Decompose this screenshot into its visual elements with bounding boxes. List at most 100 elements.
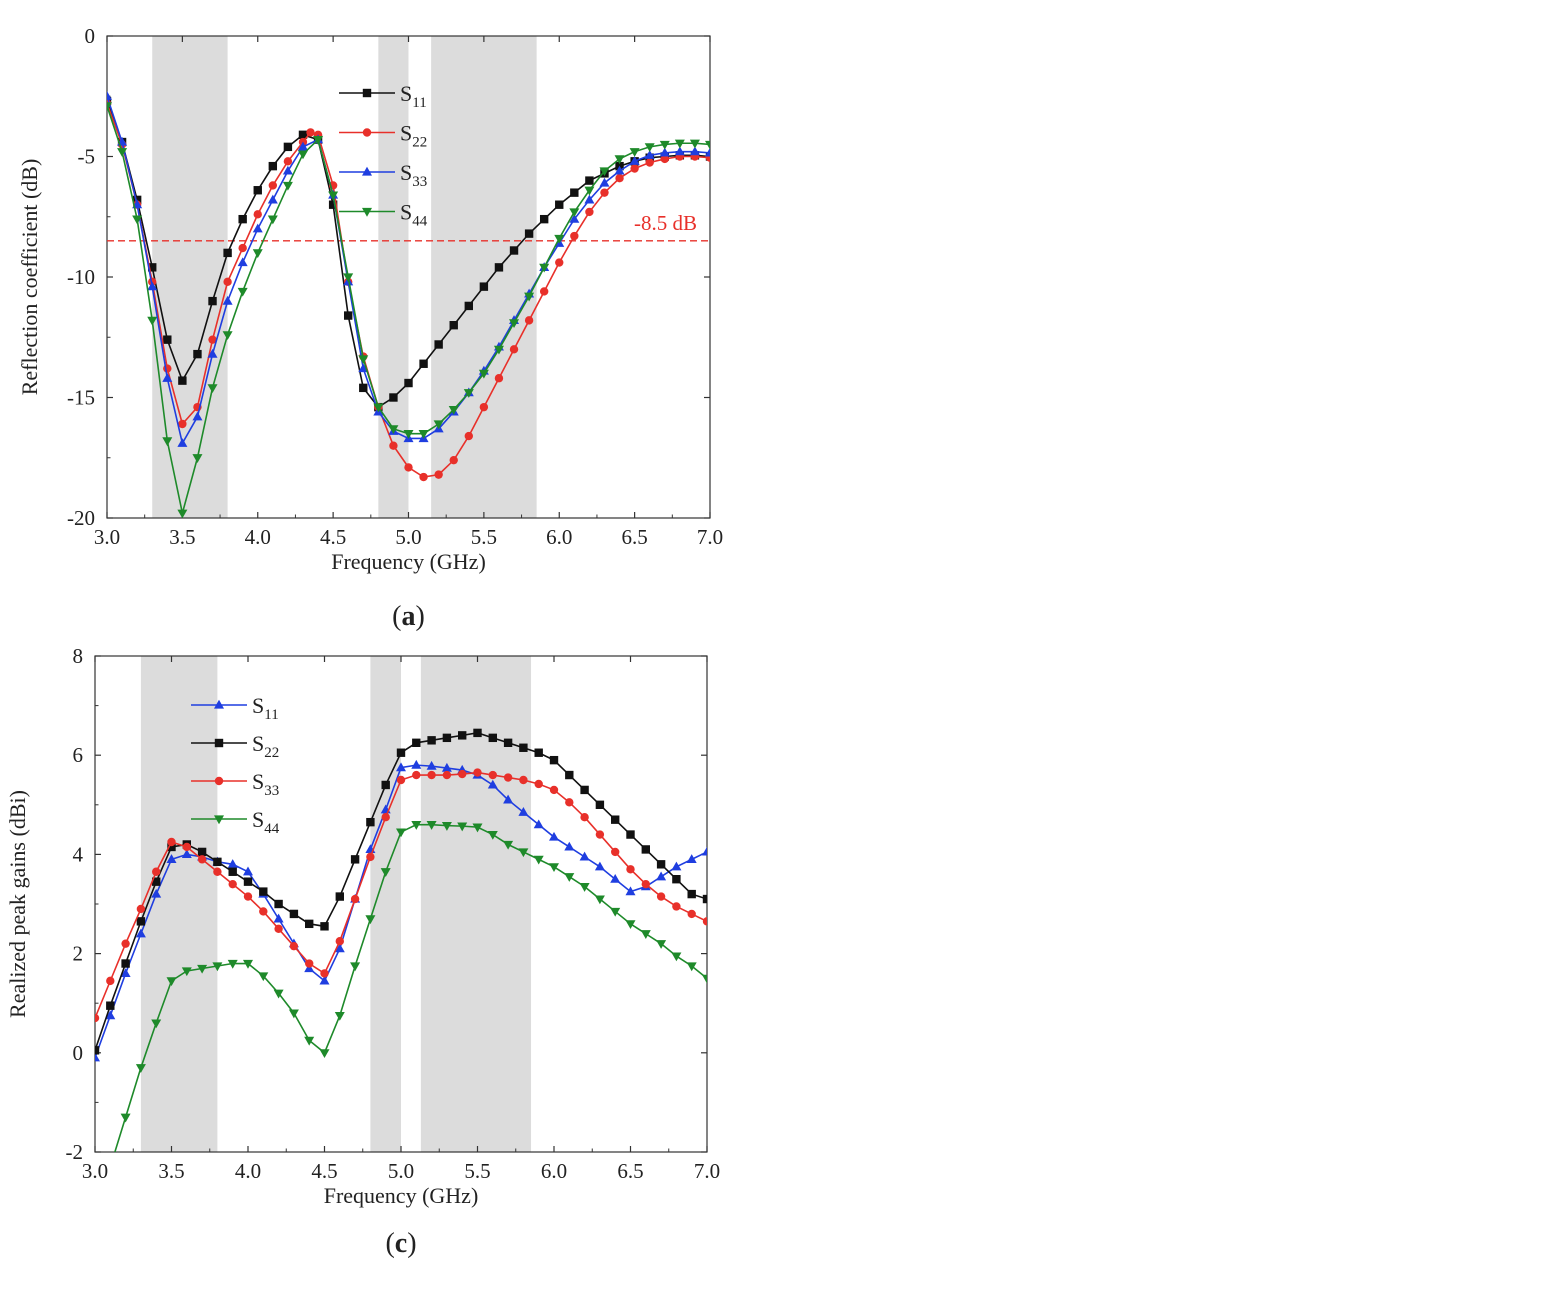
data-point [193,349,202,359]
shaded-band [378,36,409,518]
data-point [105,1010,116,1020]
data-point [350,962,361,972]
data-point [594,895,605,905]
data-point [388,425,399,435]
data-point [343,273,354,283]
y-tick-label: 4 [73,842,84,866]
data-point [120,968,131,978]
data-point [192,411,203,421]
x-tick-label: 5.0 [395,525,421,549]
data-point [136,917,146,926]
data-point [595,800,605,809]
y-tick-label: -20 [67,506,95,530]
data-point [373,403,384,413]
data-point [411,759,422,769]
data-point [487,779,498,789]
legend-marker [214,776,224,786]
data-point [182,842,191,852]
shaded-band [431,36,537,518]
x-tick-label: 4.5 [311,1159,337,1183]
legend-label: S33 [252,769,279,799]
data-point [238,214,247,224]
data-point [197,847,207,857]
data-point [106,976,115,986]
x-tick-label: 4.0 [235,1159,261,1183]
data-point [464,431,473,441]
data-point [328,191,339,201]
data-point [610,874,621,883]
data-point [320,969,329,978]
data-point [267,194,278,204]
data-point [555,258,564,267]
data-point [580,813,589,822]
data-point [274,899,283,909]
legend-label: S11 [252,693,279,723]
data-point [442,733,452,743]
data-point [570,231,579,241]
data-point [120,1113,131,1123]
legend: S11 S22 S33 S44 [191,693,280,837]
data-point [441,762,452,772]
data-point [107,102,112,112]
data-point [534,779,543,789]
reference-line-label: -8.5 dB [634,211,697,235]
data-point [687,909,696,919]
data-point [702,974,707,984]
data-point [610,907,621,917]
data-point [238,243,247,253]
x-tick-label: 6.0 [541,1159,567,1183]
data-point [539,214,549,224]
x-axis-label: Frequency (GHz) [331,549,486,574]
data-point [381,780,390,790]
legend-label: S22 [252,731,279,761]
data-point [136,904,146,914]
data-point [580,785,589,795]
data-point [297,150,308,160]
data-point [404,378,413,388]
data-point [509,319,520,328]
shaded-band [140,656,218,1152]
data-point [625,886,636,896]
data-point [412,770,421,780]
data-point [705,147,710,157]
data-point [135,928,146,938]
data-point [350,894,360,904]
data-point [359,383,368,393]
data-point [626,830,635,839]
data-point [493,345,504,355]
data-point [237,257,248,267]
data-point [274,924,283,933]
legend-marker [362,166,372,176]
legend-marker [214,699,224,709]
data-point [152,867,161,876]
data-point [396,828,406,838]
data-point [533,855,544,865]
legend-marker [362,207,372,217]
data-point [366,852,375,862]
data-point [95,1046,100,1055]
data-point [579,851,590,861]
data-point [334,1012,345,1021]
data-point [549,863,559,872]
data-point [539,287,549,296]
data-point [519,743,528,752]
data-point [644,143,655,153]
data-point [434,340,443,349]
y-tick-label: 6 [73,743,84,767]
data-point [106,1001,115,1010]
data-point [163,364,172,373]
data-point [641,879,650,889]
chart-d: 3.03.54.04.55.05.56.06.57.00102030405060… [38,644,756,1259]
data-point [289,941,299,951]
data-point [365,915,376,925]
data-point [419,472,428,482]
x-tick-label: 6.5 [622,525,648,549]
data-point [472,823,483,833]
data-point [689,139,700,149]
data-point [630,164,639,173]
data-point [268,181,278,190]
data-point [555,200,564,209]
data-point [659,140,670,150]
data-point [273,913,284,923]
